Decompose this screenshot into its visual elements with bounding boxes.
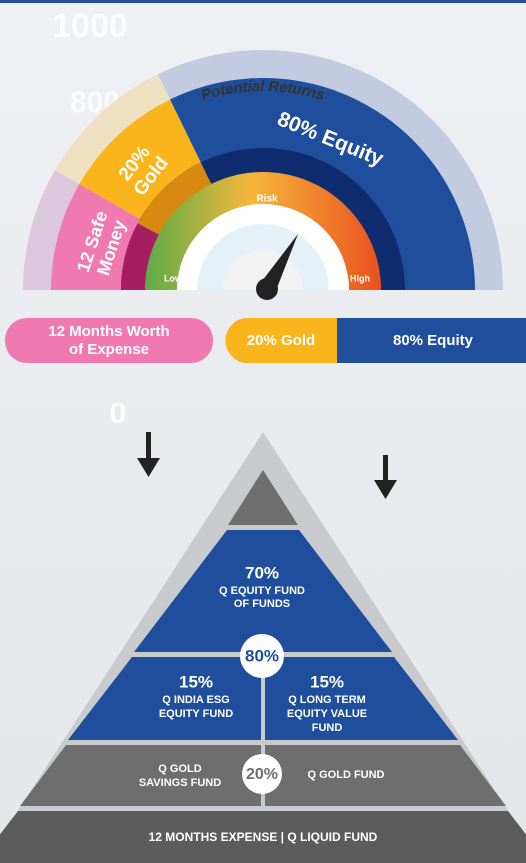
arrow-shaft: [383, 455, 388, 483]
equity-percent: 70%: [245, 563, 279, 582]
arrow-head: [374, 480, 397, 499]
risk-outer-ring-safe: [121, 223, 159, 290]
gold-savings: Q GOLD: [158, 763, 201, 775]
bg-axis-label: 0: [110, 397, 127, 430]
gold-fund: Q GOLD FUND: [308, 769, 385, 781]
equity-badge-label: 80%: [245, 646, 279, 665]
arrow-head: [137, 458, 160, 477]
gold-bar-label: 20% Gold: [247, 332, 315, 349]
arrows: [137, 432, 397, 499]
tier-gold-savings: [20, 745, 261, 806]
tier-gold-fund: [265, 745, 506, 806]
equity-fund: Q EQUITY FUND: [219, 585, 305, 597]
risk-title: Risk: [256, 194, 278, 205]
esg-fund: EQUITY FUND: [159, 708, 233, 720]
gold-savings: SAVINGS FUND: [139, 777, 221, 789]
tier-esg: [68, 657, 261, 740]
arrow-shaft: [146, 432, 151, 462]
pyramid-top: [228, 470, 298, 525]
expense-label: of Expense: [69, 341, 149, 358]
gold-badge-label: 20%: [246, 766, 278, 783]
long-term-fund: Q LONG TERM: [288, 694, 366, 706]
long-term-percent: 15%: [310, 672, 344, 691]
long-term-fund: FUND: [312, 722, 343, 734]
bg-axis-label: 1000: [52, 7, 128, 45]
gold-pill: [225, 318, 337, 363]
outer-band-gold: [55, 74, 171, 185]
outer-band-equity: [157, 49, 503, 290]
tier-long-term: [265, 657, 458, 740]
equity-fund: OF FUNDS: [234, 598, 290, 610]
risk-low: Low: [164, 273, 183, 283]
risk-ring: [145, 172, 381, 290]
tier-equity: [134, 530, 392, 652]
expense-pill: [5, 318, 213, 363]
outer-band-safe: [23, 170, 82, 290]
base-tier-label: 12 MONTHS EXPENSE | Q LIQUID FUND: [149, 830, 378, 844]
risk-outer-ring-gold: [137, 162, 212, 235]
expense-label: 12 Months Worth: [48, 323, 169, 340]
tier-base: [0, 811, 526, 863]
equity-bar-label: 80% Equity: [393, 332, 474, 349]
esg-fund: Q INDIA ESG: [162, 694, 229, 706]
long-term-fund: EQUITY VALUE: [287, 708, 367, 720]
top-border: [0, 0, 526, 3]
gauge: [23, 49, 503, 291]
equity-badge: [240, 634, 284, 678]
risk-high: High: [350, 273, 370, 283]
gold-badge: [242, 754, 282, 794]
needle-hub: [256, 278, 278, 300]
esg-percent: 15%: [179, 672, 213, 691]
